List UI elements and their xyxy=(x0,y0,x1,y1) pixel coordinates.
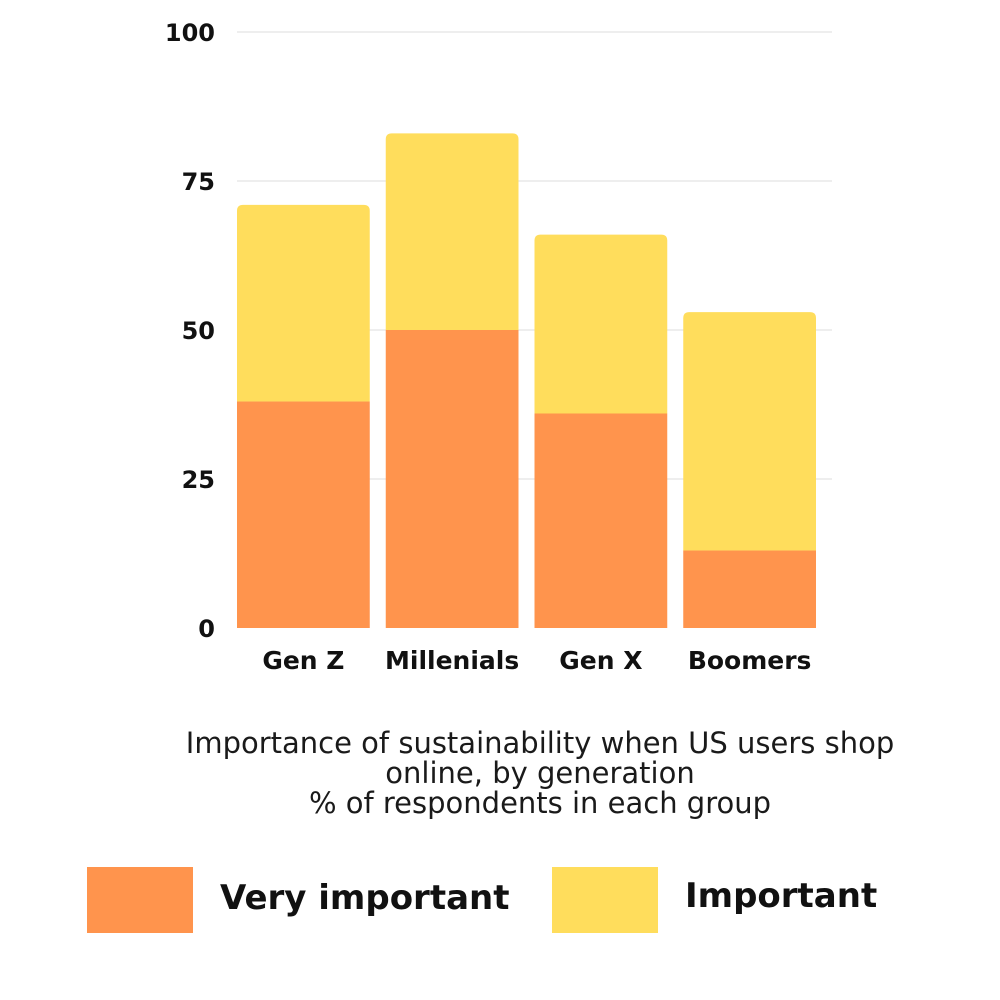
bar-very-important xyxy=(683,550,816,628)
legend-label-very-important: Very important xyxy=(220,878,510,918)
bar-very-important xyxy=(237,401,370,628)
y-tick-label: 25 xyxy=(182,466,215,494)
chart-title-line-3: % of respondents in each group xyxy=(308,786,772,820)
legend-swatch-important xyxy=(552,867,658,933)
x-category-label: Gen Z xyxy=(262,646,344,675)
y-tick-label: 0 xyxy=(198,615,215,643)
bar-important xyxy=(385,133,519,330)
chart-title-line-2: online, by generation xyxy=(385,756,695,790)
y-tick-label: 50 xyxy=(182,317,215,345)
chart-title: Importance of sustainability when US use… xyxy=(140,728,940,818)
bar-important xyxy=(534,234,668,414)
bar-very-important xyxy=(385,330,519,628)
y-tick-label: 75 xyxy=(182,168,215,196)
bar-important xyxy=(237,204,370,402)
x-category-label: Millenials xyxy=(385,646,519,675)
legend-swatch-very-important xyxy=(87,867,193,933)
x-category-label: Gen X xyxy=(559,646,642,675)
y-tick-label: 100 xyxy=(165,19,215,47)
x-category-label: Boomers xyxy=(688,646,812,675)
bar-very-important xyxy=(534,413,668,628)
chart-title-line-1: Importance of sustainability when US use… xyxy=(185,726,895,760)
bar-important xyxy=(683,312,816,551)
legend-label-important: Important xyxy=(685,876,878,916)
